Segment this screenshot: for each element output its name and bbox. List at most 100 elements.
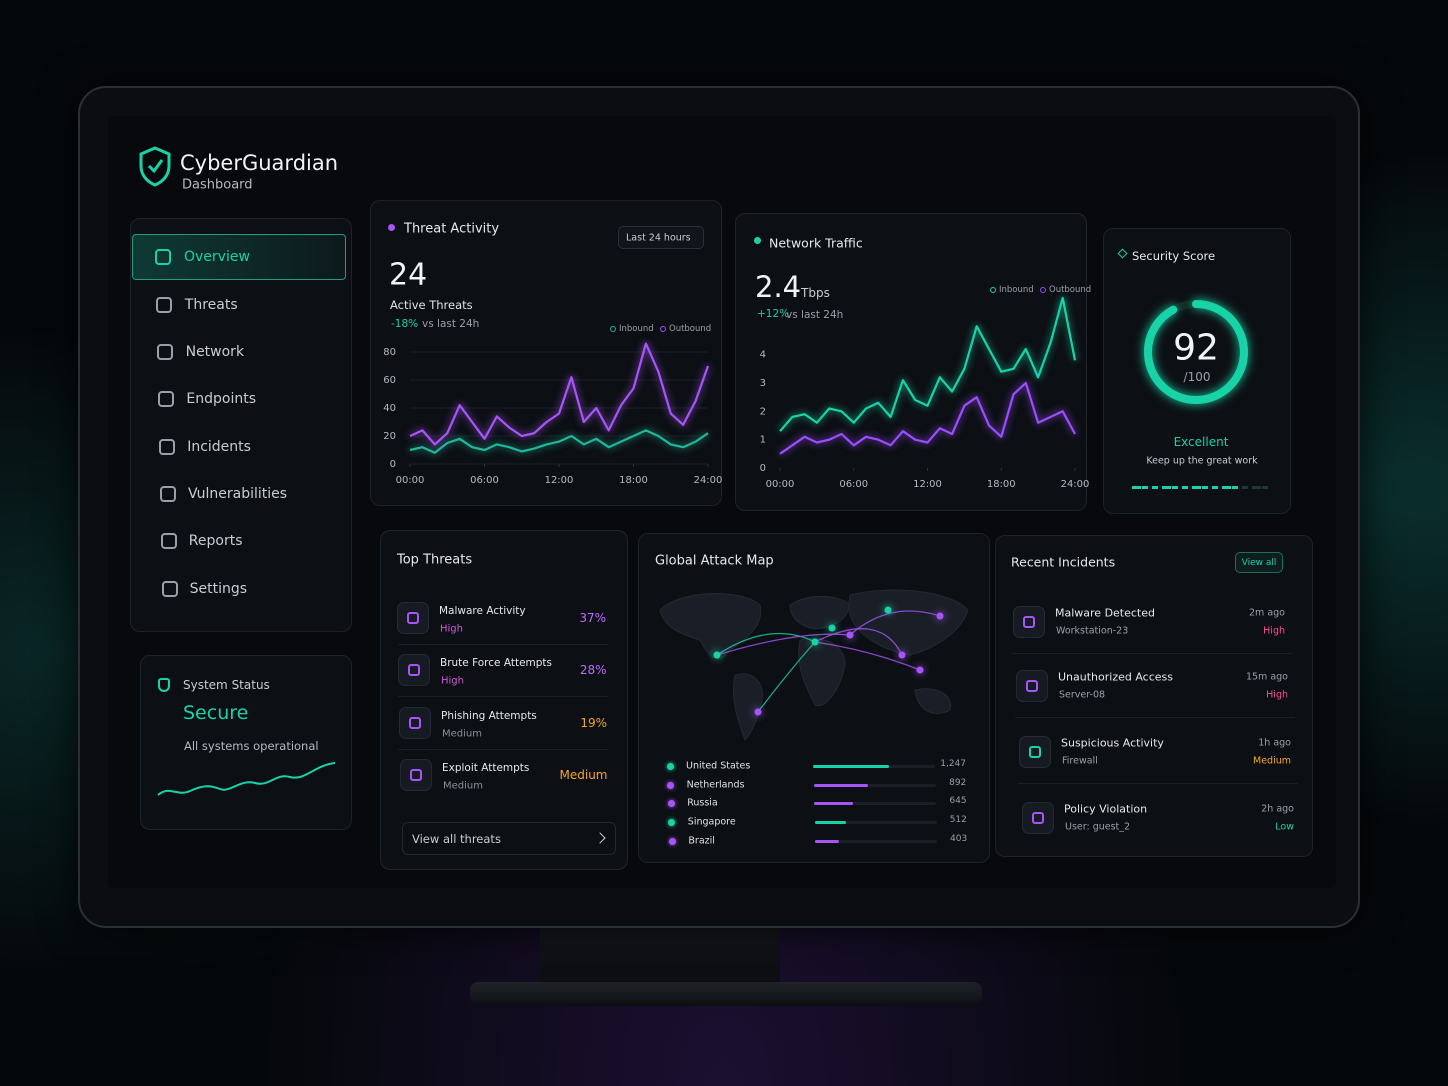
- nav-icon: [160, 486, 176, 502]
- incident-severity: High: [1263, 625, 1285, 637]
- icon-glyph: [408, 664, 420, 676]
- incident-time: 2m ago: [1249, 607, 1285, 619]
- nav-item[interactable]: Endpoints: [186, 391, 256, 407]
- divider: [398, 749, 608, 750]
- icon-glyph: [1023, 616, 1035, 628]
- incident-time: 1h ago: [1258, 737, 1291, 749]
- legend-label: Outbound: [669, 324, 712, 334]
- brand: CyberGuardian: [180, 151, 339, 175]
- change-label: vs last 24h: [422, 318, 480, 330]
- threat-share: 37%: [579, 611, 606, 625]
- country-dot: [668, 819, 676, 826]
- link-box: [402, 822, 616, 855]
- attack-node: [754, 708, 762, 716]
- threat-name: Brute Force Attempts: [440, 657, 553, 669]
- nav-item[interactable]: Incidents: [187, 439, 251, 455]
- continent: [732, 673, 763, 741]
- score-dash: [1202, 486, 1208, 489]
- y-tick-label: 60: [383, 375, 396, 386]
- continent: [914, 688, 952, 714]
- score-max: /100: [1183, 370, 1211, 384]
- icon: [399, 707, 431, 739]
- continent: [789, 595, 851, 629]
- icon-glyph: [1026, 680, 1038, 692]
- continent: [848, 589, 969, 656]
- nav-item[interactable]: Network: [185, 344, 245, 360]
- panel-title: Global Attack Map: [655, 553, 774, 569]
- country-name: United States: [686, 760, 751, 772]
- x-tick-label: 18:00: [619, 475, 648, 486]
- nav-item[interactable]: Threats: [184, 297, 238, 313]
- threat-panel: [370, 200, 722, 506]
- score-panel: [1103, 228, 1291, 514]
- x-tick-label: 06:00: [839, 479, 868, 490]
- country-name: Singapore: [687, 816, 736, 828]
- score-title: Security Score: [1132, 249, 1216, 263]
- status-panel: [140, 655, 352, 830]
- attack-node: [811, 638, 819, 646]
- bar: [815, 839, 840, 843]
- range-label[interactable]: Last 24 hours: [626, 232, 691, 244]
- icon: [1022, 802, 1054, 834]
- attack-node: [713, 651, 721, 659]
- score-dash: [1192, 486, 1201, 489]
- nav-icon: [159, 439, 175, 455]
- nav-item[interactable]: Vulnerabilities: [188, 486, 288, 502]
- threat-severity: Medium: [442, 728, 482, 740]
- country-count: 892: [949, 778, 967, 788]
- nav-icon: [158, 391, 174, 407]
- score-dash: [1262, 486, 1268, 489]
- series-line: [409, 342, 710, 446]
- score-dash: [1172, 486, 1178, 489]
- chart-title: Network Traffic: [769, 235, 863, 251]
- attack-node: [898, 651, 906, 659]
- country-name: Russia: [687, 797, 718, 809]
- stat-label: Active Threats: [390, 298, 473, 312]
- nav-item[interactable]: Overview: [184, 249, 250, 265]
- country-dot: [667, 782, 675, 789]
- divider: [398, 696, 608, 697]
- range-select: [618, 226, 704, 249]
- score-dash: [1142, 486, 1148, 489]
- y-tick-label: 20: [383, 431, 396, 442]
- threat-name: Phishing Attempts: [441, 710, 537, 722]
- score-message: Keep up the great work: [1146, 455, 1258, 467]
- country-dot: [667, 800, 675, 807]
- bar: [813, 764, 889, 768]
- attack-arc: [757, 641, 816, 713]
- score-dash: [1222, 486, 1231, 489]
- divider: [1012, 653, 1292, 654]
- change-label: vs last 24h: [786, 309, 844, 321]
- line-chart: 0 20 40 60 80 00:00 06:00 12:00 18:00 24:00: [383, 342, 722, 486]
- score-dash: [1162, 486, 1171, 489]
- legend-swatch: [1040, 287, 1046, 293]
- nav-panel: [130, 218, 352, 632]
- view-all-box: [1235, 552, 1283, 573]
- y-tick-label: 1: [760, 435, 766, 446]
- attack-node: [936, 612, 944, 620]
- monitor-stand-neck: [540, 920, 780, 990]
- nav-item[interactable]: Settings: [189, 581, 248, 597]
- nav-active-bg: [132, 234, 346, 280]
- attack-arc: [716, 633, 851, 656]
- logo-check: [147, 159, 164, 174]
- nav-item[interactable]: Reports: [188, 533, 243, 549]
- view-all-incidents[interactable]: View all: [1241, 558, 1277, 568]
- threat-share: 19%: [580, 716, 607, 730]
- x-tick-label: 18:00: [987, 479, 1016, 490]
- icon: [1016, 670, 1048, 702]
- threat-severity: High: [441, 675, 464, 687]
- logo: [139, 146, 171, 187]
- view-all-threats[interactable]: View all threats: [412, 832, 501, 846]
- legend-label: Inbound: [619, 324, 654, 334]
- incident-severity: Low: [1275, 821, 1294, 833]
- attack-arc: [814, 628, 903, 656]
- nav-icon: [156, 297, 172, 313]
- change: -18%: [391, 318, 419, 330]
- x-tick-label: 12:00: [545, 475, 574, 486]
- country-dot: [668, 838, 676, 845]
- status-title: System Status: [183, 678, 270, 692]
- threat-share: 28%: [579, 663, 607, 677]
- line-chart: 0 1 2 3 4 00:00 06:00 12:00 18:00 24:00: [760, 296, 1089, 490]
